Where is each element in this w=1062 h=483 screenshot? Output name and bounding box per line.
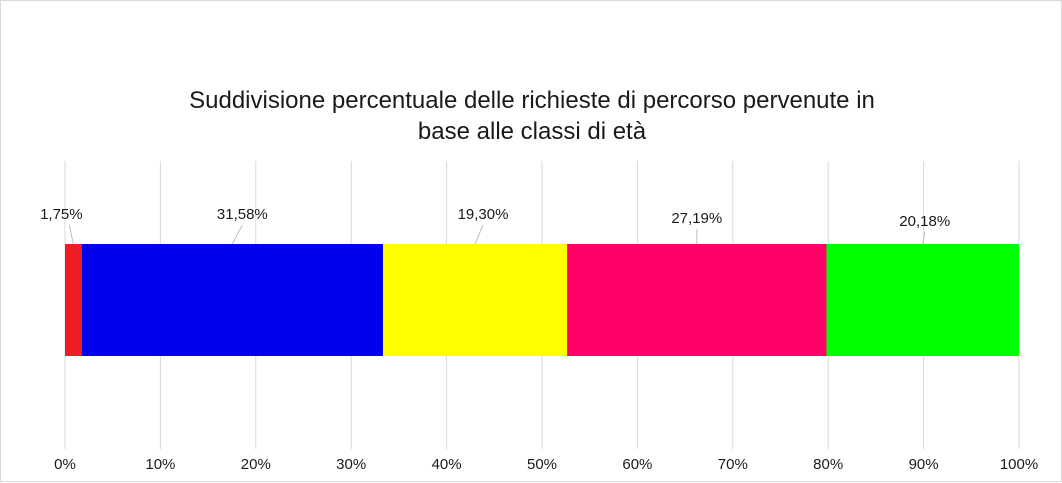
data-label: 1,75% (40, 206, 83, 223)
chart-title-line-2: base alle classi di età (417, 118, 647, 145)
x-tick-label: 0% (54, 456, 76, 473)
x-tick-label: 10% (145, 456, 175, 473)
data-label: 19,30% (458, 206, 509, 223)
data-label-leader (474, 224, 484, 245)
x-tick-label: 70% (718, 456, 748, 473)
data-label-leader (922, 231, 926, 245)
data-label: 20,18% (899, 213, 950, 230)
data-label: 27,19% (671, 210, 722, 227)
x-tick-label: 50% (527, 456, 557, 473)
x-tick-label: 20% (241, 456, 271, 473)
x-tick-label: 60% (622, 456, 652, 473)
bar-segment-1 (65, 244, 82, 356)
data-label-leader (68, 224, 74, 245)
data-label: 31,58% (217, 206, 268, 223)
x-tick-label: 90% (909, 456, 939, 473)
bar-segment-3 (382, 244, 568, 356)
bar-segment-4 (567, 244, 827, 356)
x-tick-label: 40% (432, 456, 462, 473)
x-tick-label: 100% (1000, 456, 1038, 473)
data-label-leader (231, 224, 243, 245)
x-tick-label: 30% (336, 456, 366, 473)
chart-title-line-1: Suddivisione percentuale delle richieste… (189, 87, 875, 114)
bar-segment-5 (826, 244, 1019, 356)
x-tick-label: 80% (813, 456, 843, 473)
bar-segment-2 (81, 244, 383, 356)
